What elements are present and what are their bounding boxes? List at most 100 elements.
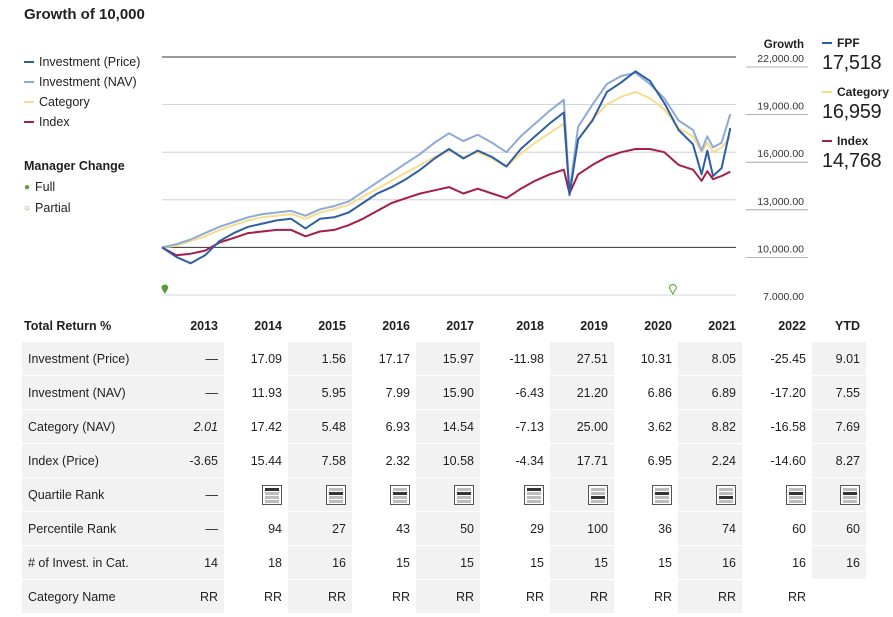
legend-item-investment-nav: Investment (NAV) [24, 72, 140, 92]
legend-swatch [822, 42, 832, 44]
year-header: 2016 [382, 319, 410, 333]
y-axis-title: Growth [764, 39, 804, 51]
row-label: # of Invest. in Cat. [22, 545, 164, 580]
table-cell: 8.27 [812, 443, 866, 478]
table-cell: 10.31 [614, 342, 678, 376]
table-cell: 6.86 [614, 375, 678, 410]
table-cell: -3.65 [164, 443, 224, 478]
row-label: Percentile Rank [22, 511, 164, 546]
table-cell [416, 477, 480, 512]
y-tick-label: 10,000.00 [757, 243, 804, 255]
legend-label: Investment (Price) [39, 55, 141, 69]
full-marker-icon: ● [24, 182, 31, 193]
table-cell: — [164, 511, 224, 546]
table-cell: 15 [550, 545, 614, 580]
table-cell [812, 477, 866, 512]
table-cell: -4.34 [480, 443, 550, 478]
y-tick-label: 19,000.00 [757, 101, 804, 113]
table-cell: -16.58 [742, 409, 812, 444]
table-cell: RR [614, 579, 678, 614]
legend-swatch [24, 101, 34, 103]
table-cell: 21.20 [550, 375, 614, 410]
y-tick-label: 7,000.00 [763, 291, 804, 300]
row-label: Index (Price) [22, 443, 164, 478]
ending-value-label: Category [837, 85, 890, 99]
table-cell: RR [416, 579, 480, 614]
manager-change-heading: Manager Change [24, 159, 125, 173]
table-cell [352, 477, 416, 512]
table-cell: 15 [480, 545, 550, 580]
table-cell: -7.13 [480, 409, 550, 444]
quartile-icon [840, 484, 860, 505]
legend-item-category: Category [24, 92, 140, 112]
y-tick-label: 16,000.00 [757, 148, 804, 160]
ending-values-panel: FPF 17,518 Category 16,959 Index 14,768 [822, 36, 892, 183]
table-cell: 50 [416, 511, 480, 546]
ending-value-label: FPF [837, 36, 860, 50]
table-cell: 15.90 [416, 375, 480, 410]
table-cell: 18 [224, 545, 288, 580]
table-cell: 5.48 [288, 409, 352, 444]
quartile-icon [390, 484, 410, 505]
year-header: 2018 [516, 319, 544, 333]
table-cell: 15.97 [416, 342, 480, 376]
legend-swatch [822, 91, 832, 93]
table-cell: 5.95 [288, 375, 352, 410]
manager-change-partial-label: Partial [35, 201, 71, 215]
ending-value-label: Index [837, 134, 869, 148]
year-header: 2015 [318, 319, 346, 333]
table-cell: 9.01 [812, 342, 866, 376]
table-cell: 74 [678, 511, 742, 546]
table-cell: RR [224, 579, 288, 614]
year-header: 2022 [778, 319, 806, 333]
table-row: Investment (NAV) —11.93 5.95 7.99 15.90 -6.43… [22, 375, 866, 410]
table-cell: 16 [678, 545, 742, 580]
legend-label: Investment (NAV) [39, 75, 137, 89]
table-cell: 2.01 [164, 409, 224, 444]
total-return-table: Total Return % 2013 2014 2015 2016 2017 2018 2… [22, 310, 866, 614]
year-header: 2014 [254, 319, 282, 333]
table-cell: 10.58 [416, 443, 480, 478]
table-cell: 16 [288, 545, 352, 580]
table-cell: 36 [614, 511, 678, 546]
growth-chart: 22,000.00 19,000.00 16,000.00 13,000.00 10,0… [161, 39, 808, 300]
table-cell: 16 [812, 545, 866, 580]
table-cell: 7.69 [812, 409, 866, 444]
table-cell: 100 [550, 511, 614, 546]
table-cell: — [164, 375, 224, 410]
ending-value-category: Category 16,959 [822, 85, 892, 124]
series-line-investment-price [161, 70, 732, 265]
chart-legend: Investment (Price) Investment (NAV) Cate… [24, 52, 140, 132]
manager-change-partial: ○ Partial [24, 198, 125, 219]
table-cell: — [164, 342, 224, 376]
table-row: Category Name RR RR RR RR RR RR RR RR RR RR [22, 579, 866, 614]
table-cell: 27 [288, 511, 352, 546]
manager-change-partial-marker [668, 284, 677, 295]
legend-swatch [24, 61, 34, 63]
manager-change-full-marker [161, 284, 169, 294]
table-cell: 15 [352, 545, 416, 580]
ending-value-number: 17,518 [822, 52, 882, 74]
quartile-icon [652, 484, 672, 505]
table-cell: -6.43 [480, 375, 550, 410]
quartile-icon [716, 484, 736, 505]
ending-value-number: 14,768 [822, 150, 882, 172]
table-cell: 7.58 [288, 443, 352, 478]
table-cell: 11.93 [224, 375, 288, 410]
table-cell: RR [678, 579, 742, 614]
series-line-category [161, 90, 732, 249]
year-header: 2017 [446, 319, 474, 333]
year-header: 2021 [708, 319, 736, 333]
quartile-icon [786, 484, 806, 505]
table-cell: -14.60 [742, 443, 812, 478]
table-header-row: Total Return % 2013 2014 2015 2016 2017 2018 2… [22, 310, 866, 342]
legend-swatch [822, 140, 832, 142]
table-cell: 17.17 [352, 342, 416, 376]
table-cell: -17.20 [742, 375, 812, 410]
legend-swatch [24, 81, 34, 83]
year-header: 2020 [644, 319, 672, 333]
table-cell: — [164, 477, 224, 512]
table-cell: 17.09 [224, 342, 288, 376]
page-title: Growth of 10,000 [24, 6, 145, 23]
row-label: Quartile Rank [22, 477, 164, 512]
